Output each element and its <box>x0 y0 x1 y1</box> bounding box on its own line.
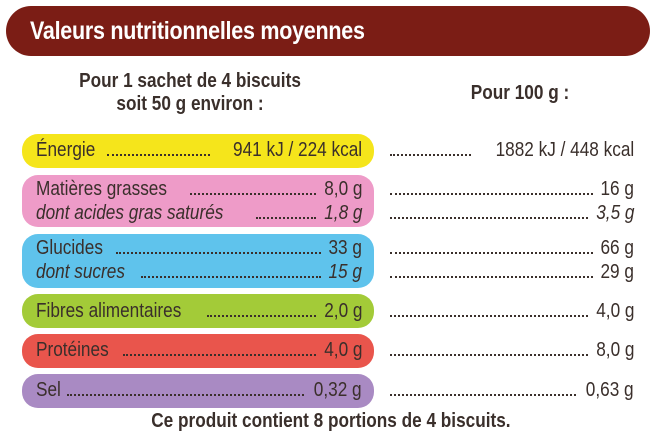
table-title: Valeurs nutritionnelles moyennes <box>30 16 365 45</box>
salt-per100-row: 0,63 g <box>390 378 634 402</box>
fibre-portion: 2,0 g <box>323 300 362 322</box>
protein-pill: Protéines 4,0 g <box>22 334 374 368</box>
salt-pill: Sel 0,32 g <box>22 374 374 408</box>
saturated-fat-portion: 1,8 g <box>323 202 362 224</box>
portion-header-line1: Pour 1 sachet de 4 biscuits <box>79 70 301 92</box>
protein-portion: 4,0 g <box>323 339 362 361</box>
carbs-per100-rows: 66 g 29 g <box>390 236 634 284</box>
fat-portion: 8,0 g <box>323 178 362 200</box>
energy-portion: 941 kJ / 224 kcal <box>232 139 362 161</box>
energy-per100: 1882 kJ / 448 kcal <box>495 139 634 161</box>
fibre-per100-row: 4,0 g <box>390 299 634 323</box>
salt-label: Sel <box>36 379 61 401</box>
energy-per100-row: 1882 kJ / 448 kcal <box>390 138 634 162</box>
servings-footnote: Ce produit contient 8 portions de 4 bisc… <box>0 410 662 433</box>
salt-portion: 0,32 g <box>314 379 362 401</box>
salt-per100: 0,63 g <box>586 379 634 401</box>
carbs-label: Glucides <box>36 237 103 259</box>
sugars-per100: 29 g <box>600 261 634 283</box>
energy-pill: Énergie 941 kJ / 224 kcal <box>22 134 374 168</box>
sugars-label: dont sucres <box>36 261 125 283</box>
fat-per100-rows: 16 g 3,5 g <box>390 177 634 225</box>
per100-header: Pour 100 g : <box>470 82 570 104</box>
carbs-pill: Glucides 33 g dont sucres 15 g <box>22 234 374 288</box>
saturated-fat-per100: 3,5 g <box>595 202 634 224</box>
portion-header-line2: soit 50 g environ : <box>116 93 264 115</box>
portion-header: Pour 1 sachet de 4 biscuits soit 50 g en… <box>44 70 336 116</box>
protein-label: Protéines <box>36 339 109 361</box>
fibre-pill: Fibres alimentaires 2,0 g <box>22 294 374 328</box>
fat-per100: 16 g <box>600 178 634 200</box>
fat-label: Matières grasses <box>36 178 167 200</box>
saturated-fat-label: dont acides gras saturés <box>36 202 224 224</box>
fat-pill: Matières grasses 8,0 g dont acides gras … <box>22 175 374 227</box>
carbs-per100: 66 g <box>600 237 634 259</box>
carbs-portion: 33 g <box>328 237 362 259</box>
title-banner: Valeurs nutritionnelles moyennes <box>6 6 650 56</box>
energy-label: Énergie <box>36 139 96 161</box>
sugars-portion: 15 g <box>328 261 362 283</box>
fibre-per100: 4,0 g <box>595 300 634 322</box>
protein-per100-row: 8,0 g <box>390 338 634 362</box>
protein-per100: 8,0 g <box>595 339 634 361</box>
fibre-label: Fibres alimentaires <box>36 300 182 322</box>
footer-text: Ce produit contient 8 portions de 4 bisc… <box>151 410 511 432</box>
